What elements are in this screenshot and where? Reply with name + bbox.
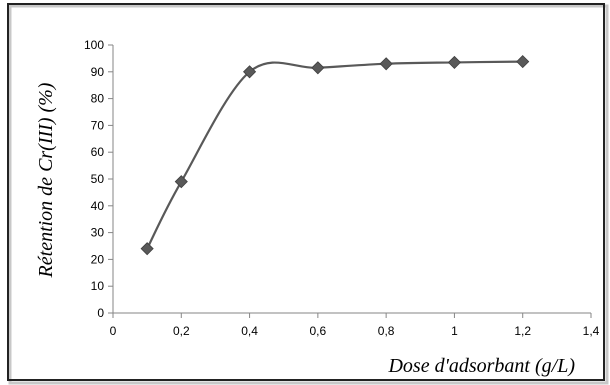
- chart-frame: [7, 3, 605, 381]
- y-tick-label: 50: [91, 172, 105, 186]
- y-tick-label: 90: [91, 65, 105, 79]
- y-tick-label: 80: [91, 92, 105, 106]
- y-tick-label: 0: [97, 306, 104, 320]
- x-tick-label: 0,8: [378, 324, 395, 338]
- x-tick-label: 0,6: [310, 324, 327, 338]
- data-point-marker: [243, 65, 257, 79]
- x-tick-label: 0,2: [173, 324, 190, 338]
- data-point-marker: [311, 61, 325, 75]
- y-axis-title: Rétention de Cr(III) (%): [35, 82, 57, 278]
- data-point-marker: [174, 175, 188, 189]
- y-tick-label: 40: [91, 199, 105, 213]
- data-point-marker: [447, 55, 461, 69]
- y-tick-label: 100: [84, 38, 104, 52]
- x-axis-title: Dose d'adsorbant (g/L): [387, 355, 575, 377]
- chart-frame-shadow: [8, 4, 609, 385]
- x-tick-label: 0: [110, 324, 117, 338]
- x-tick-label: 1,4: [583, 324, 600, 338]
- y-tick-label: 20: [91, 252, 105, 266]
- data-point-marker: [379, 57, 393, 71]
- y-tick-label: 10: [91, 279, 105, 293]
- y-tick-label: 60: [91, 145, 105, 159]
- data-point-marker: [516, 55, 530, 69]
- y-tick-label: 70: [91, 118, 105, 132]
- y-tick-label: 30: [91, 226, 105, 240]
- data-point-marker: [140, 242, 154, 256]
- x-tick-label: 0,4: [241, 324, 258, 338]
- x-tick-label: 1,2: [514, 324, 531, 338]
- x-tick-label: 1: [451, 324, 458, 338]
- plot-area: 0 10 20 30 40 50 60 70 80 90 100 0 0,2 0,4 0,6 0,8 1 1,2 1…: [84, 38, 600, 338]
